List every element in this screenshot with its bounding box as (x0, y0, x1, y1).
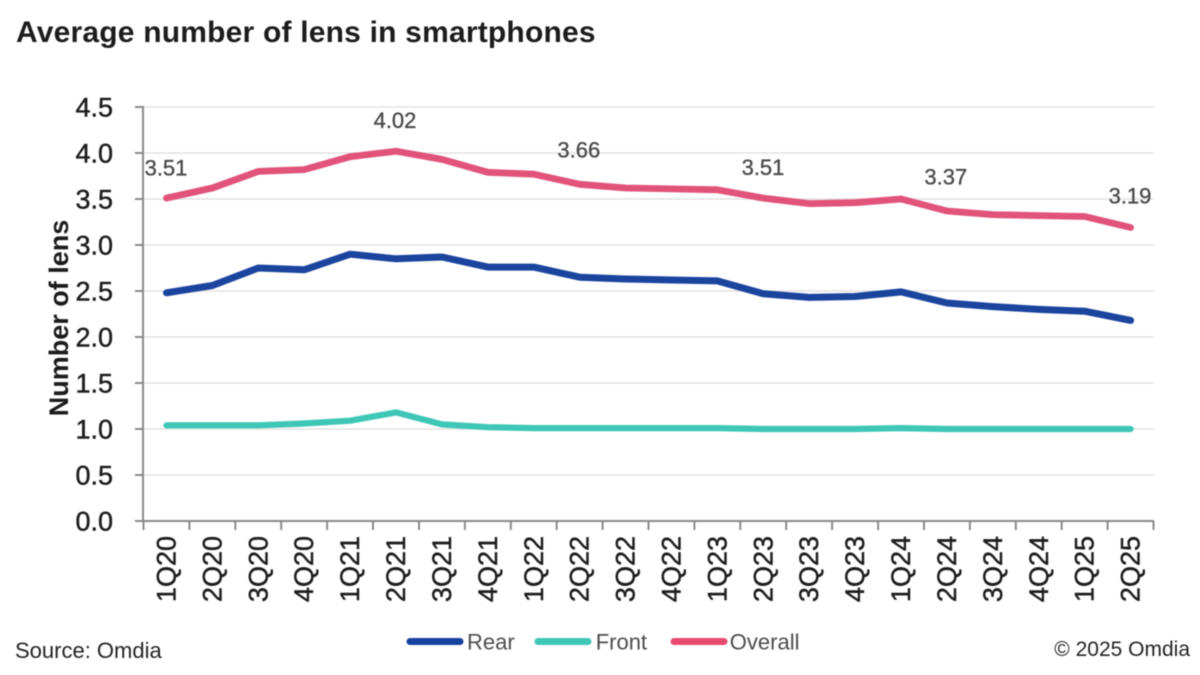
svg-text:2Q25: 2Q25 (1116, 536, 1146, 602)
svg-text:0.5: 0.5 (75, 461, 113, 491)
svg-text:4Q21: 4Q21 (473, 536, 503, 602)
svg-text:2Q24: 2Q24 (932, 536, 962, 602)
svg-text:4Q22: 4Q22 (657, 536, 687, 602)
svg-text:4.0: 4.0 (75, 139, 113, 169)
svg-text:4.02: 4.02 (374, 108, 417, 133)
svg-text:3.51: 3.51 (742, 155, 785, 180)
svg-text:3.19: 3.19 (1109, 183, 1152, 208)
svg-text:3Q22: 3Q22 (611, 536, 641, 602)
svg-text:Overall: Overall (730, 630, 800, 655)
svg-text:1Q23: 1Q23 (702, 536, 732, 602)
svg-text:4Q24: 4Q24 (1024, 536, 1054, 602)
svg-text:1Q25: 1Q25 (1070, 536, 1100, 602)
svg-text:3Q21: 3Q21 (427, 536, 457, 602)
svg-text:Source: Omdia: Source: Omdia (15, 638, 162, 663)
svg-text:3Q20: 3Q20 (243, 536, 273, 602)
svg-text:2Q23: 2Q23 (748, 536, 778, 602)
svg-text:0.0: 0.0 (75, 507, 113, 537)
svg-text:1Q22: 1Q22 (519, 536, 549, 602)
svg-text:Average number of lens in smar: Average number of lens in smartphones (16, 16, 596, 49)
svg-text:2Q21: 2Q21 (381, 536, 411, 602)
svg-text:4.5: 4.5 (75, 93, 113, 123)
svg-text:2Q22: 2Q22 (565, 536, 595, 602)
svg-text:3.37: 3.37 (924, 165, 967, 190)
svg-text:2.5: 2.5 (75, 277, 113, 307)
svg-text:Rear: Rear (467, 630, 515, 655)
svg-text:3.5: 3.5 (75, 185, 113, 215)
svg-text:1.5: 1.5 (75, 369, 113, 399)
svg-text:2Q20: 2Q20 (197, 536, 227, 602)
svg-text:2.0: 2.0 (75, 323, 113, 353)
svg-text:3.0: 3.0 (75, 231, 113, 261)
svg-text:4Q20: 4Q20 (289, 536, 319, 602)
svg-text:4Q23: 4Q23 (840, 536, 870, 602)
svg-text:Front: Front (596, 630, 647, 655)
svg-text:1.0: 1.0 (75, 415, 113, 445)
svg-text:1Q20: 1Q20 (152, 536, 182, 602)
svg-text:3Q23: 3Q23 (794, 536, 824, 602)
svg-text:© 2025 Omdia: © 2025 Omdia (1054, 638, 1190, 661)
svg-text:1Q21: 1Q21 (335, 536, 365, 602)
svg-text:3.66: 3.66 (557, 138, 600, 163)
svg-text:3.51: 3.51 (145, 156, 188, 181)
svg-text:1Q24: 1Q24 (886, 536, 916, 602)
svg-text:3Q24: 3Q24 (978, 536, 1008, 602)
svg-text:Number of lens: Number of lens (44, 220, 74, 417)
